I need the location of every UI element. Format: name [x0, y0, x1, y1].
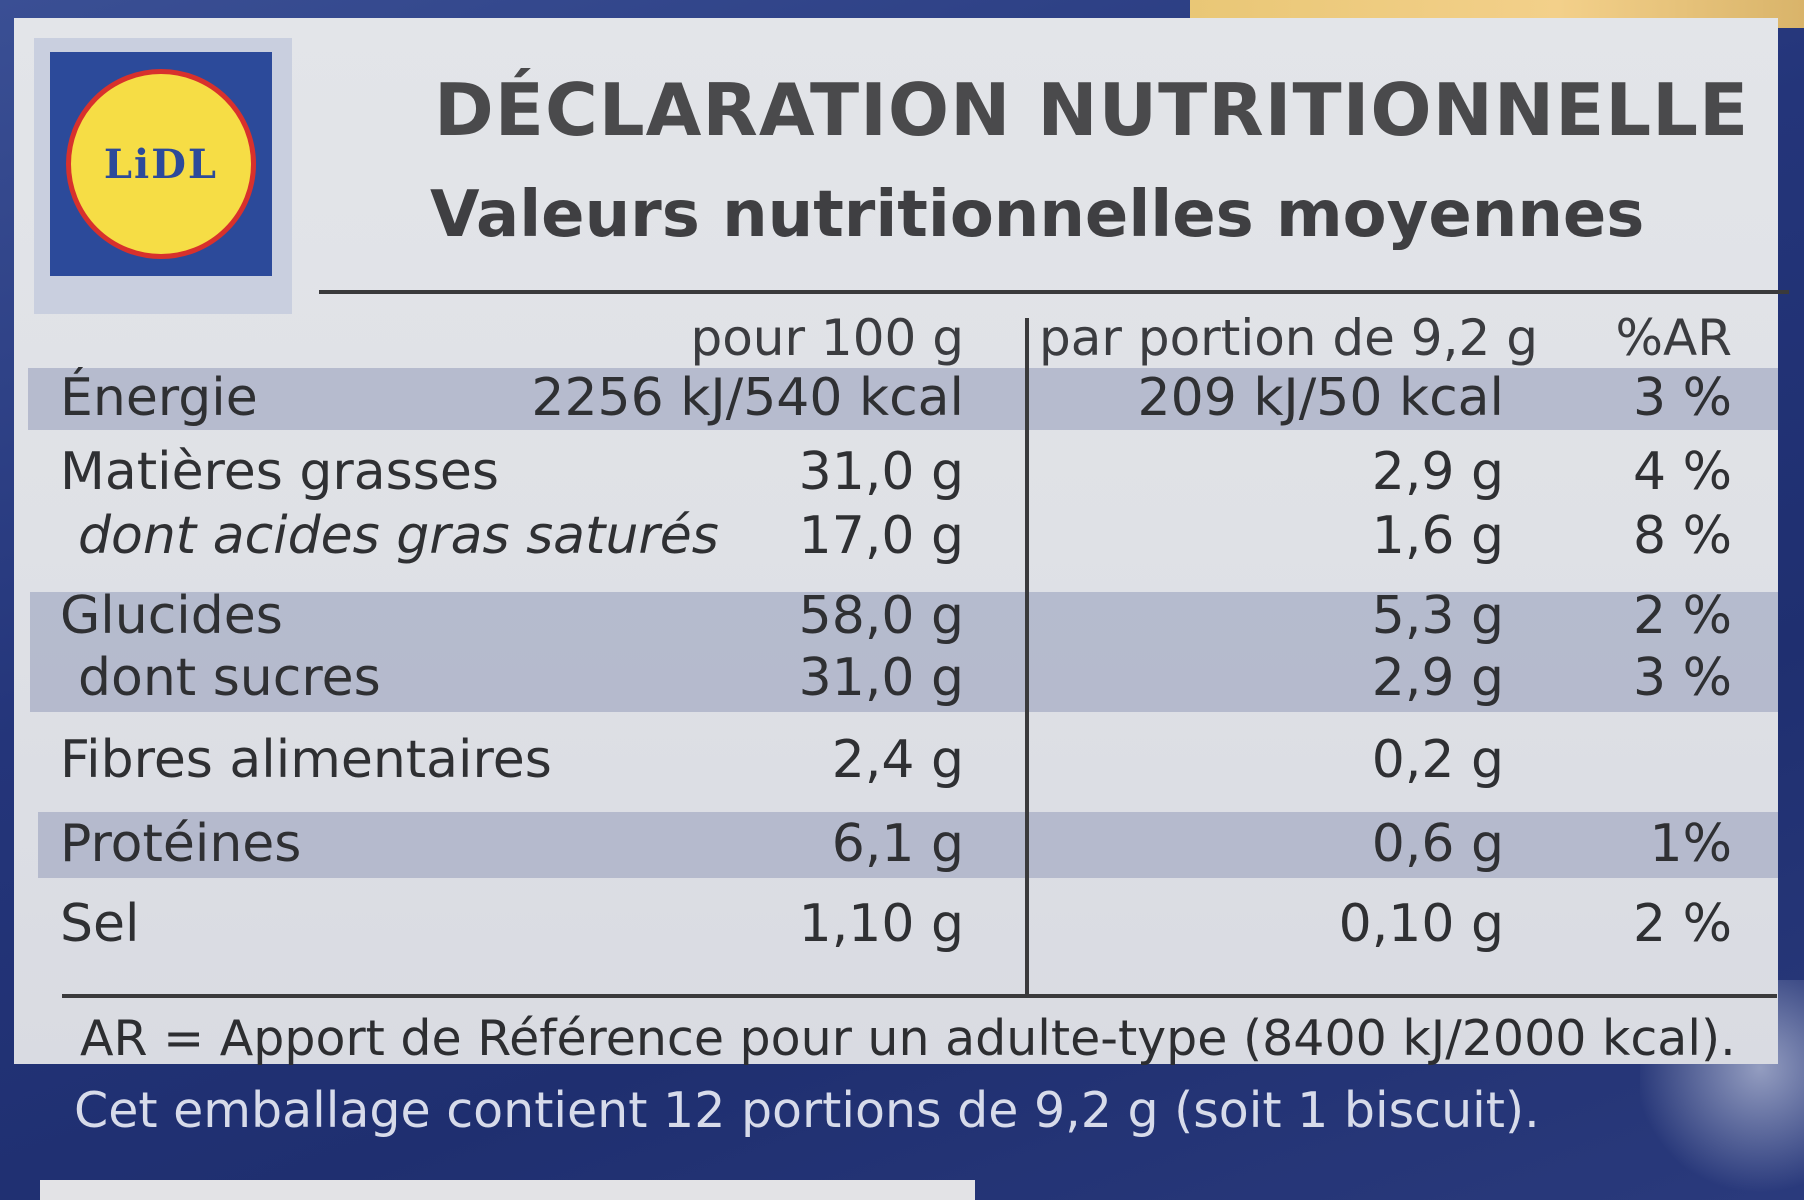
row-label: Énergie	[60, 368, 258, 428]
row-portion: 5,3 g	[1371, 586, 1504, 646]
row-portion: 0,6 g	[1371, 814, 1504, 874]
column-divider	[1025, 318, 1029, 994]
row-ar: 3 %	[1632, 648, 1732, 708]
row-ar: 2 %	[1632, 894, 1732, 954]
row-label: Protéines	[60, 814, 302, 874]
row-label: Matières grasses	[60, 442, 499, 502]
row-portion: 209 kJ/50 kcal	[1137, 368, 1504, 428]
row-per100: 58,0 g	[798, 586, 964, 646]
header-portion: par portion de 9,2 g	[1039, 309, 1538, 367]
logo-text: LiDL	[103, 140, 219, 188]
row-per100: 31,0 g	[798, 442, 964, 502]
package-note: Cet emballage contient 12 portions de 9,…	[74, 1082, 1540, 1139]
brand-logo: LiDL	[34, 38, 292, 314]
row-label: dont acides gras saturés	[78, 506, 719, 566]
row-per100: 2,4 g	[831, 730, 964, 790]
nutrition-panel: LiDL DÉCLARATION NUTRITIONNELLE Valeurs …	[14, 18, 1789, 1067]
row-label: Fibres alimentaires	[60, 730, 552, 790]
footer-divider	[62, 994, 1777, 998]
row-per100: 17,0 g	[798, 506, 964, 566]
row-portion: 0,10 g	[1338, 894, 1504, 954]
header-per100: pour 100 g	[690, 309, 964, 367]
panel-subtitle: Valeurs nutritionnelles moyennes	[430, 178, 1645, 252]
logo-circle: LiDL	[66, 69, 256, 259]
row-label: Sel	[60, 894, 140, 954]
row-per100: 31,0 g	[798, 648, 964, 708]
row-label: dont sucres	[78, 648, 381, 708]
row-portion: 1,6 g	[1371, 506, 1504, 566]
row-portion: 2,9 g	[1371, 648, 1504, 708]
row-ar: 3 %	[1632, 368, 1732, 428]
row-portion: 2,9 g	[1371, 442, 1504, 502]
row-portion: 0,2 g	[1371, 730, 1504, 790]
band-glucides	[30, 592, 1778, 712]
header-ar: %AR	[1615, 309, 1732, 367]
panel-title: DÉCLARATION NUTRITIONNELLE	[434, 68, 1750, 152]
row-label: Glucides	[60, 586, 283, 646]
band-proteines	[38, 812, 1778, 878]
row-ar: 8 %	[1632, 506, 1732, 566]
logo-square: LiDL	[50, 52, 272, 276]
row-per100: 1,10 g	[798, 894, 964, 954]
header-divider	[319, 290, 1789, 294]
row-ar: 4 %	[1632, 442, 1732, 502]
row-ar: 2 %	[1632, 586, 1732, 646]
bottom-stripe	[40, 1180, 975, 1200]
band-energie	[28, 368, 1778, 430]
row-ar: 1%	[1649, 814, 1733, 874]
row-per100: 6,1 g	[831, 814, 964, 874]
row-per100: 2256 kJ/540 kcal	[531, 368, 964, 428]
ar-footnote: AR = Apport de Référence pour un adulte-…	[80, 1010, 1736, 1067]
